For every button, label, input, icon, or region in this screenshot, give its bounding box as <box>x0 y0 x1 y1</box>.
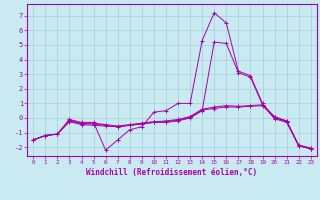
X-axis label: Windchill (Refroidissement éolien,°C): Windchill (Refroidissement éolien,°C) <box>86 168 258 177</box>
